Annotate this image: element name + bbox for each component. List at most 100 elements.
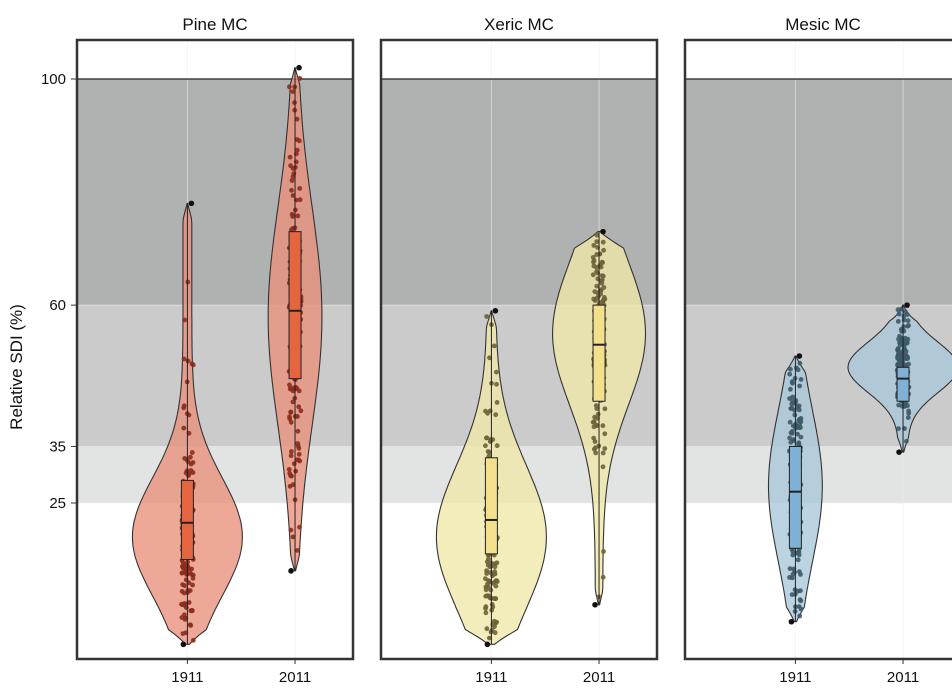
data-point (798, 434, 804, 440)
data-point (600, 450, 606, 456)
data-point (787, 371, 793, 377)
data-point (288, 409, 294, 415)
data-point (905, 403, 910, 409)
data-point (291, 171, 297, 177)
data-point (600, 464, 606, 470)
data-point (896, 351, 901, 357)
x-tick-label: 2011 (887, 669, 919, 686)
data-point (789, 430, 795, 436)
data-point (794, 365, 799, 371)
data-point (896, 311, 902, 317)
data-point (179, 570, 185, 576)
data-point (797, 383, 802, 389)
data-point (288, 473, 294, 479)
data-point (787, 419, 793, 425)
data-point (291, 461, 297, 467)
data-point (487, 635, 492, 641)
data-point (188, 608, 194, 614)
panel-title: Mesic MC (785, 15, 861, 34)
data-point (297, 458, 303, 464)
data-point (294, 147, 300, 153)
data-point (296, 404, 302, 410)
outlier-point (904, 302, 910, 308)
data-point (487, 450, 492, 455)
data-point (895, 355, 900, 361)
y-tick-label: 60 (49, 297, 66, 314)
data-point (181, 590, 187, 596)
data-point (903, 339, 909, 345)
data-point (896, 426, 901, 431)
data-point (483, 587, 489, 593)
box-1911 (788, 445, 802, 549)
data-point (487, 579, 492, 585)
data-point (296, 446, 302, 451)
data-point (905, 318, 911, 324)
data-point (186, 600, 192, 605)
data-point (295, 428, 301, 434)
data-point (594, 422, 599, 428)
data-point (181, 356, 187, 362)
data-point (795, 588, 801, 594)
x-tick-label: 2011 (279, 669, 311, 686)
data-point (602, 406, 608, 412)
panel-2: Xeric MC 1911 2011 (379, 15, 659, 686)
outlier-point (896, 449, 902, 455)
data-point (905, 415, 911, 420)
data-point (484, 435, 489, 441)
data-point (189, 566, 195, 572)
data-point (897, 333, 902, 339)
data-point (494, 400, 500, 405)
zone-60-100 (685, 79, 952, 306)
data-point (296, 451, 302, 457)
data-point (483, 610, 489, 616)
outlier-point (180, 641, 187, 648)
panel-plot-area (685, 40, 952, 659)
outlier-point (484, 641, 491, 648)
data-point (181, 425, 187, 431)
data-point (493, 583, 499, 589)
y-axis-label: Relative SDI (%) (7, 304, 26, 430)
data-point (592, 289, 598, 294)
data-point (896, 402, 902, 408)
data-point (297, 197, 303, 203)
data-point (795, 431, 800, 437)
data-point (297, 76, 303, 81)
data-point (289, 449, 294, 454)
panel-frame (683, 38, 952, 661)
data-point (789, 405, 795, 411)
data-point (895, 362, 900, 368)
data-point (906, 408, 911, 414)
data-point (591, 446, 597, 452)
panel-title: Pine MC (182, 15, 247, 34)
data-point (185, 358, 191, 364)
data-point (294, 137, 300, 142)
data-point (290, 89, 296, 94)
data-point (796, 417, 802, 422)
data-point (296, 388, 302, 394)
data-point (288, 453, 294, 459)
data-point (594, 232, 600, 238)
data-point (494, 560, 500, 566)
data-point (288, 163, 293, 169)
data-point (787, 575, 792, 580)
data-point (186, 473, 191, 479)
data-point (903, 356, 909, 362)
data-point (904, 438, 909, 444)
y-tick-label: 35 (49, 438, 66, 455)
data-point (600, 574, 606, 580)
data-point (798, 606, 804, 612)
data-point (487, 355, 492, 361)
data-point (591, 243, 597, 248)
data-point (600, 260, 605, 265)
outlier-point (492, 307, 499, 314)
data-point (289, 187, 294, 193)
data-point (492, 624, 497, 629)
data-point (798, 598, 804, 604)
data-point (798, 377, 804, 382)
panel-title: Xeric MC (484, 15, 554, 34)
data-point (797, 360, 803, 366)
data-point (290, 399, 296, 405)
x-tick-label: 2011 (583, 669, 615, 686)
